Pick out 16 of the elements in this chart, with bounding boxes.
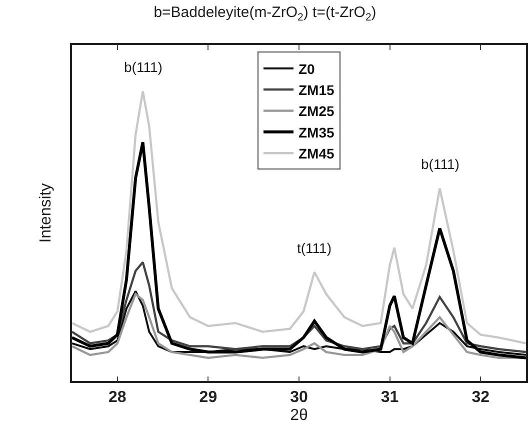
- legend-label: ZM15: [298, 82, 334, 98]
- x-tick-label: 28: [108, 388, 126, 406]
- y-axis-title: Intensity: [38, 183, 55, 243]
- annotation: b(111): [421, 156, 460, 172]
- legend-label: Z0: [298, 60, 316, 77]
- chart-title: b=Baddeleyite(m-ZrO$_{2}$) t=(t-ZrO$_{2}$): [154, 4, 376, 24]
- legend-label: ZM35: [298, 124, 334, 140]
- legend-label: ZM45: [298, 146, 334, 162]
- x-tick-label: 29: [199, 388, 218, 406]
- annotation: b(111): [124, 59, 162, 75]
- x-tick-label: 30: [290, 388, 308, 406]
- x-axis-title: 2θ: [290, 407, 308, 424]
- annotation: t(111): [297, 240, 332, 256]
- x-tick-label: 31: [380, 388, 399, 406]
- legend-label: ZM25: [298, 103, 334, 120]
- x-tick-label: 32: [472, 388, 490, 406]
